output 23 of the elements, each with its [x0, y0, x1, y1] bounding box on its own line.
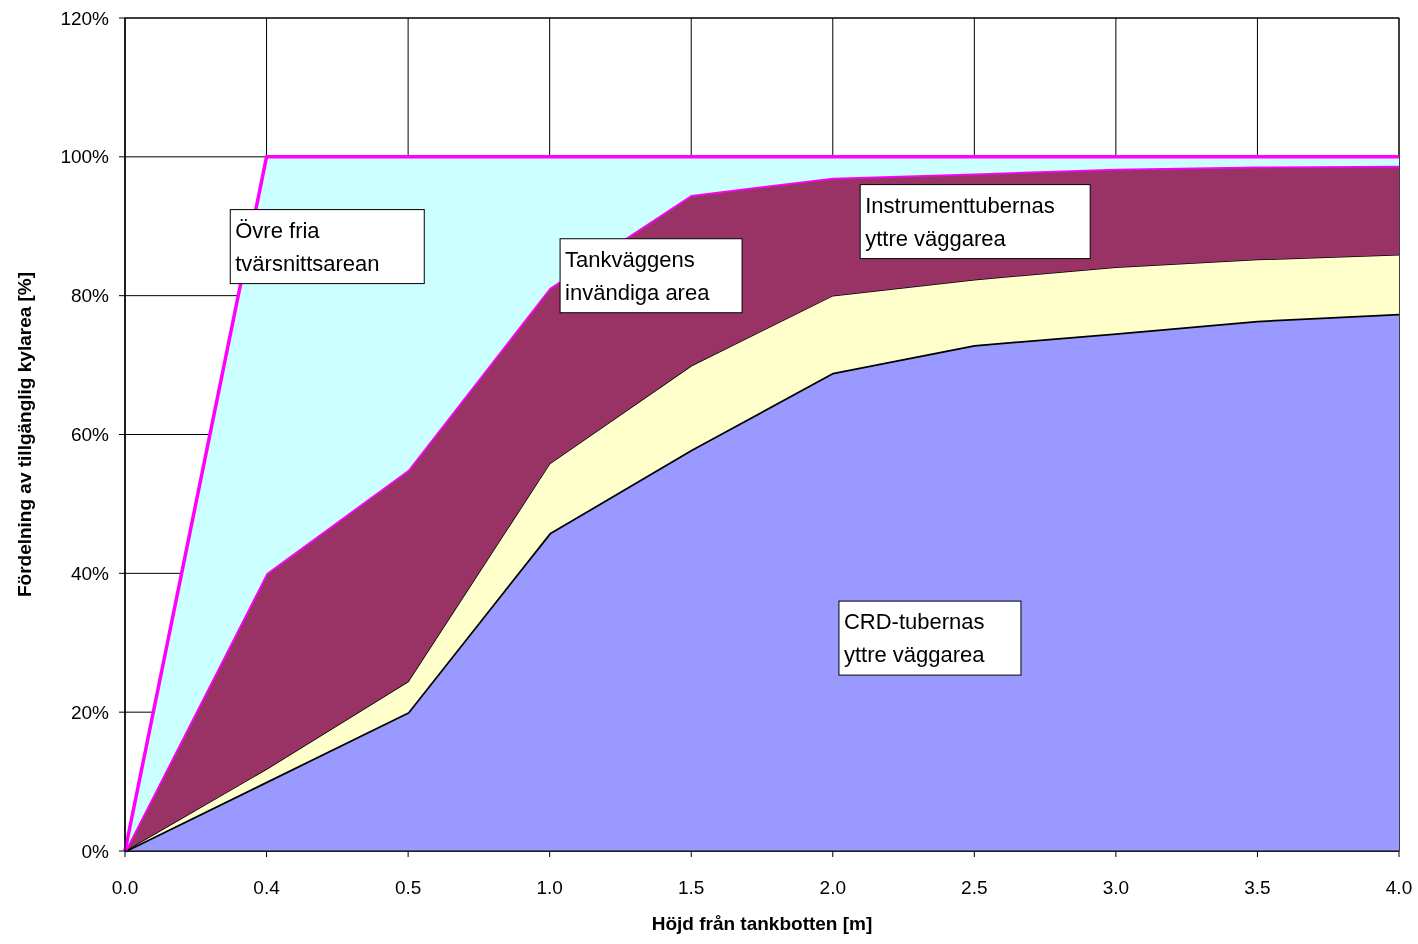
x-tick-label: 0.4 [253, 877, 281, 898]
series-label: Tankväggens invändiga area [565, 246, 711, 305]
y-tick-label: 120% [60, 7, 110, 29]
y-axis-title: Fördelning av tillgänglig kylarea [%] [13, 271, 35, 598]
y-tick-label: 60% [70, 424, 110, 446]
x-tick-label: 2.0 [819, 877, 846, 898]
x-tick-label: 3.0 [1102, 877, 1130, 898]
x-tick-label: 2.5 [961, 877, 988, 898]
series-label: Övre fria tvärsnittsarean [235, 217, 380, 276]
series-label: CRD-tubernas yttre väggarea [843, 609, 986, 668]
series-label: Instrumenttubernas yttre väggarea [865, 192, 1055, 251]
x-tick-label: 0.0 [111, 877, 139, 898]
x-tick-label: 4.0 [1385, 877, 1413, 898]
y-tick-label: 100% [60, 146, 110, 168]
x-tick-label: 1.5 [678, 877, 705, 898]
y-tick-label: 20% [70, 701, 110, 723]
y-tick-label: 0% [81, 840, 110, 862]
x-tick-label: 3.5 [1244, 877, 1271, 898]
y-tick-label: 80% [70, 285, 110, 307]
x-tick-label: 1.0 [536, 877, 563, 898]
x-axis-title: Höjd från tankbotten [m] [651, 913, 873, 934]
x-tick-label: 0.5 [394, 877, 422, 898]
y-tick-label: 40% [70, 562, 110, 584]
